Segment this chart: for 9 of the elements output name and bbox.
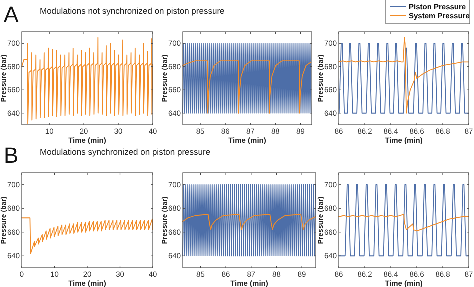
text: B <box>4 143 19 168</box>
line-series <box>338 214 470 232</box>
text: A <box>4 2 19 27</box>
line-series <box>182 60 312 114</box>
line-series <box>182 214 316 230</box>
chart-title: Modulations synchronized on piston pressure <box>40 147 211 157</box>
chart-title: Modulations not synchronized on piston pressure <box>40 6 226 16</box>
line-series <box>22 37 154 124</box>
line-series <box>22 218 154 254</box>
